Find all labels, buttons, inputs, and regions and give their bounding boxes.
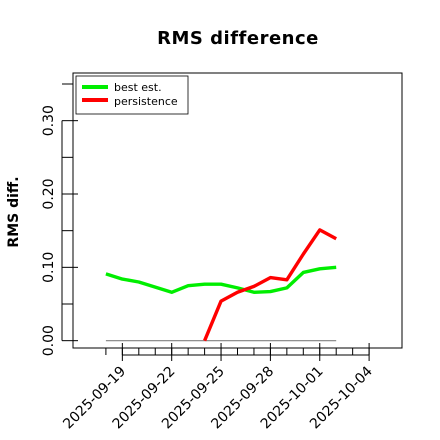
y-tick-label: 0.30 bbox=[41, 105, 57, 136]
x-axis: 2025-09-192025-09-222025-09-252025-09-28… bbox=[60, 343, 376, 432]
y-tick-label: 0.10 bbox=[41, 252, 57, 283]
legend-box bbox=[75, 75, 189, 115]
y-axis-label: RMS diff. bbox=[6, 176, 22, 247]
series-layer bbox=[105, 228, 338, 342]
legend: best est. persistence bbox=[75, 75, 189, 115]
y-tick-label: 0.20 bbox=[41, 178, 57, 209]
y-axis: 0.00 0.10 0.20 0.30 bbox=[41, 83, 78, 356]
y-tick-label: 0.00 bbox=[41, 325, 57, 356]
legend-label-persistence: persistence bbox=[114, 95, 178, 108]
series-line-best-est bbox=[105, 265, 337, 294]
chart-title: RMS difference bbox=[157, 28, 319, 49]
legend-label-best-est: best est. bbox=[114, 81, 162, 94]
series-line-persistence bbox=[203, 228, 338, 342]
